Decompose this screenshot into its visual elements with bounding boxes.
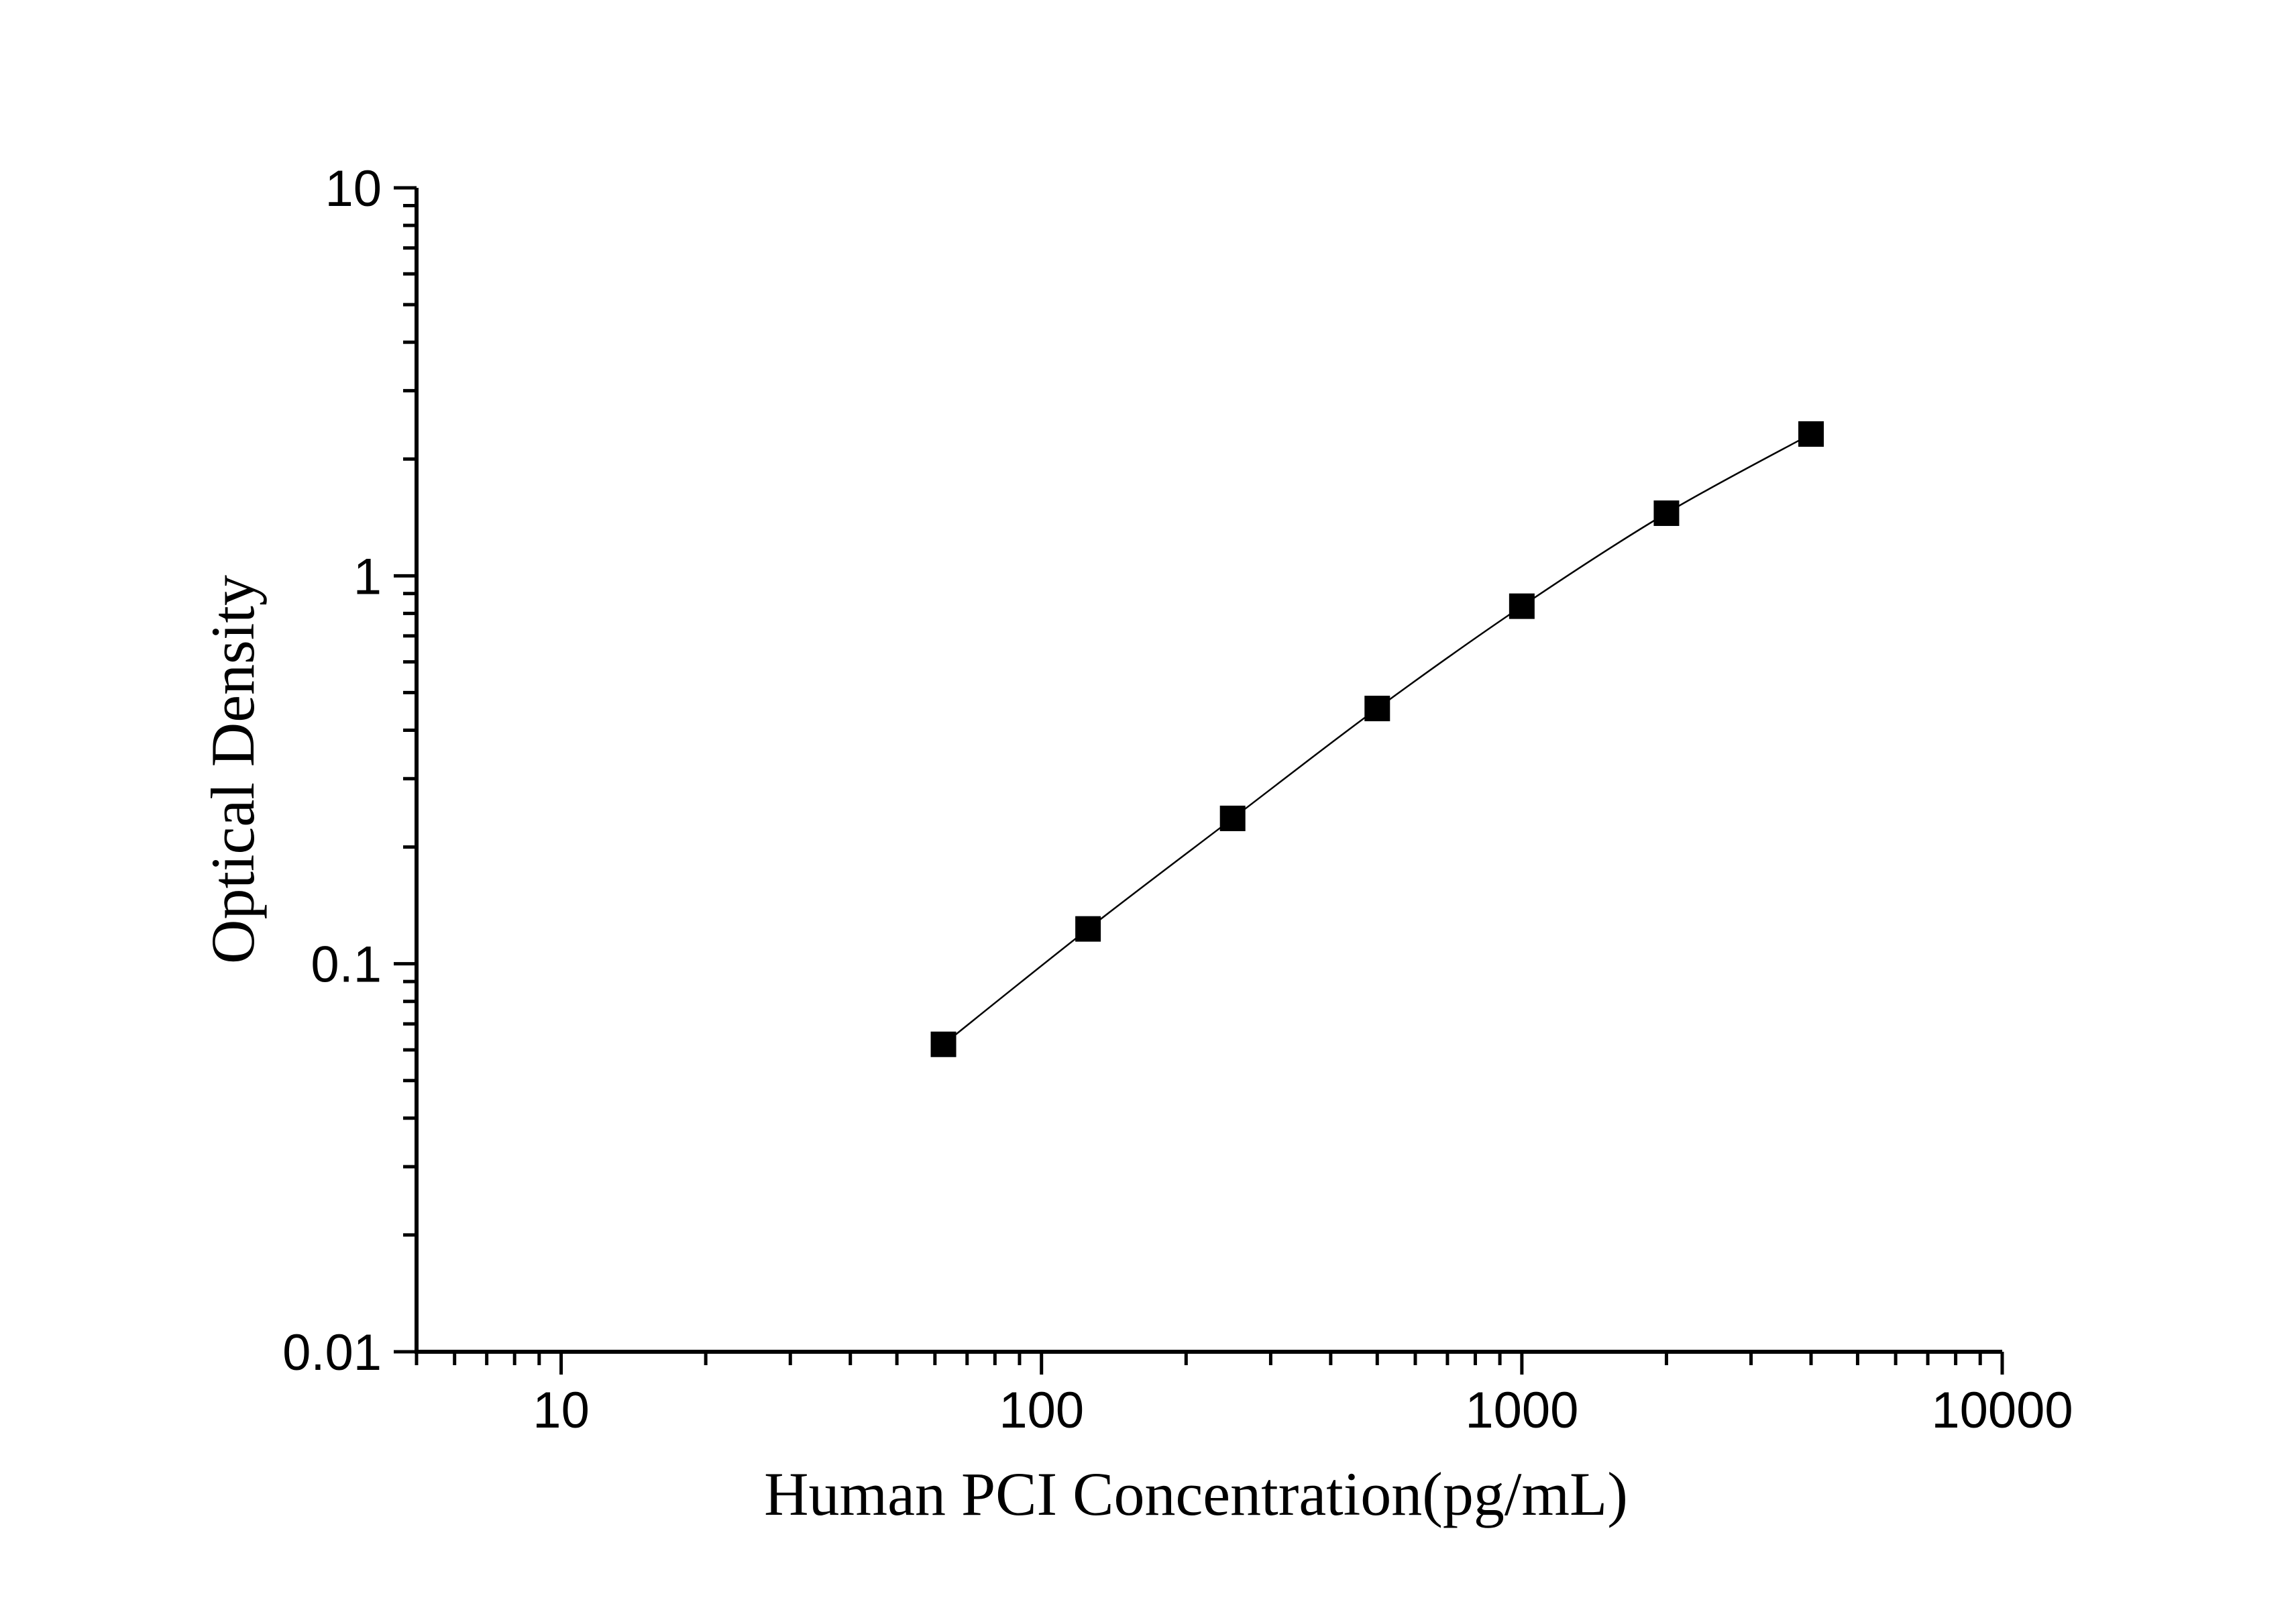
y-tick-label: 0.01: [282, 1324, 382, 1381]
x-tick-label: 10: [533, 1382, 590, 1439]
data-point: [1364, 696, 1390, 722]
x-axis-title: Human PCI Concentration(pg/mL): [764, 1460, 1628, 1528]
y-axis-title: Optical Density: [199, 575, 267, 964]
x-tick-label: 10000: [1931, 1382, 2073, 1439]
data-point: [1509, 593, 1535, 619]
y-tick-label: 0.1: [311, 937, 382, 994]
fit-curve: [942, 433, 1812, 1045]
y-tick-labels: 0.01 0.1 1 10: [282, 160, 382, 1381]
data-point: [1653, 500, 1680, 527]
data-point: [1798, 421, 1824, 447]
y-tick-label: 1: [353, 548, 382, 605]
x-tick-label: 1000: [1465, 1382, 1578, 1439]
data-point: [930, 1031, 956, 1057]
data-markers: [930, 421, 1824, 1057]
data-point: [1219, 805, 1246, 831]
axis-ticks: [394, 186, 2004, 1375]
data-point: [1075, 916, 1101, 942]
x-tick-labels: 10 100 1000 10000: [533, 1382, 2073, 1439]
x-tick-label: 100: [999, 1382, 1084, 1439]
y-tick-label: 10: [325, 160, 382, 217]
